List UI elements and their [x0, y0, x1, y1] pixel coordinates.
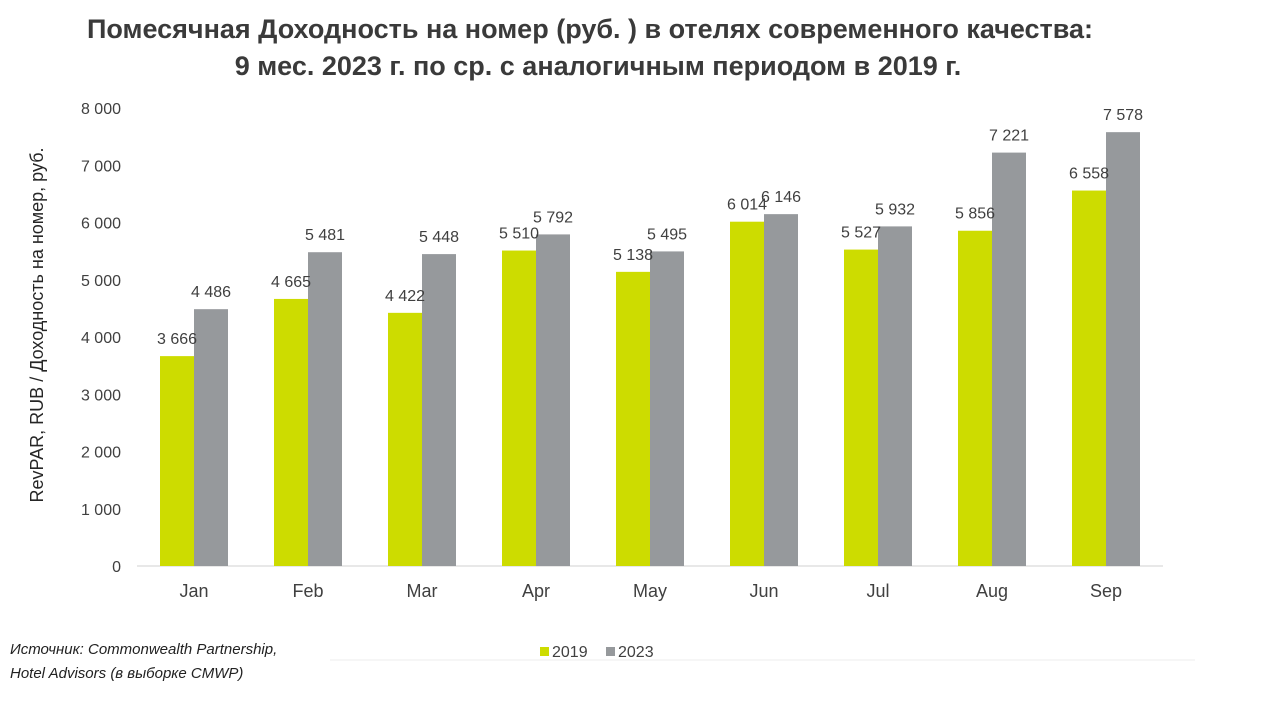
bar-2019-may — [616, 271, 650, 566]
value-label-2019-feb: 4 665 — [271, 274, 311, 291]
value-label-2019-mar: 4 422 — [385, 288, 425, 305]
chart-title-line-1: Помесячная Доходность на номер (руб. ) в… — [86, 14, 1094, 44]
x-axis-ticks: Jan Feb Mar Apr May Jun Jul Aug Sep — [179, 581, 1122, 601]
y-tick-label: 3 000 — [81, 387, 121, 404]
value-label-2023-jul: 5 932 — [875, 201, 915, 218]
value-label-2023-jun: 6 146 — [761, 189, 801, 206]
y-tick-label: 4 000 — [81, 330, 121, 347]
x-tick-label-sep: Sep — [1090, 581, 1122, 601]
bar-2019-sep — [1072, 190, 1106, 566]
legend: 2019 2023 — [540, 644, 654, 661]
value-label-2023-sep: 7 578 — [1103, 107, 1143, 124]
bar-2023-apr — [536, 234, 570, 566]
legend-label-2023: 2023 — [618, 644, 654, 661]
bar-2023-jul — [878, 226, 912, 566]
source-note-line-1: Источник: Commonwealth Partnership, — [10, 641, 278, 658]
value-label-2023-mar: 5 448 — [419, 229, 459, 246]
bar-2019-mar — [388, 312, 422, 566]
bar-2019-jan — [160, 356, 194, 566]
bar-2019-aug — [958, 230, 992, 566]
bars-group — [160, 132, 1140, 567]
bar-2023-jan — [194, 309, 228, 566]
value-label-2019-jun: 6 014 — [727, 197, 767, 214]
y-tick-label: 1 000 — [81, 502, 121, 519]
value-label-2019-aug: 5 856 — [955, 206, 995, 223]
value-label-2019-apr: 5 510 — [499, 226, 539, 243]
value-label-2023-apr: 5 792 — [533, 209, 573, 226]
bar-2023-may — [650, 251, 684, 566]
x-tick-label-may: May — [633, 581, 667, 601]
value-label-2023-jan: 4 486 — [191, 284, 231, 301]
legend-label-2019: 2019 — [552, 644, 588, 661]
x-tick-label-apr: Apr — [522, 581, 550, 601]
y-axis-title: RevPAR, RUB / Доходность на номер, руб. — [27, 147, 47, 502]
x-tick-label-mar: Mar — [407, 581, 438, 601]
y-tick-label: 7 000 — [81, 158, 121, 175]
value-label-2019-sep: 6 558 — [1069, 166, 1109, 183]
value-label-2019-jan: 3 666 — [157, 331, 197, 348]
y-tick-label: 0 — [112, 559, 121, 576]
source-note-line-2: Hotel Advisors (в выборке CMWP) — [10, 665, 244, 682]
legend-swatch-2019 — [540, 647, 549, 656]
x-tick-label-feb: Feb — [292, 581, 323, 601]
bar-2023-jun — [764, 214, 798, 567]
bar-2019-jun — [730, 221, 764, 567]
bar-2023-sep — [1106, 132, 1140, 567]
value-label-2019-may: 5 138 — [613, 247, 653, 264]
y-tick-label: 8 000 — [81, 101, 121, 118]
bar-2019-jul — [844, 249, 878, 566]
y-axis-ticks: 0 1 000 2 000 3 000 4 000 5 000 6 000 7 000 8 00… — [81, 101, 121, 576]
bar-2023-aug — [992, 152, 1026, 566]
x-tick-label-jul: Jul — [866, 581, 889, 601]
x-tick-label-jan: Jan — [179, 581, 208, 601]
y-tick-label: 2 000 — [81, 445, 121, 462]
legend-swatch-2023 — [606, 647, 615, 656]
y-tick-label: 6 000 — [81, 216, 121, 233]
bar-2019-feb — [274, 298, 308, 566]
value-label-2023-aug: 7 221 — [989, 128, 1029, 145]
x-tick-label-jun: Jun — [749, 581, 778, 601]
bar-2023-feb — [308, 252, 342, 566]
bar-2019-apr — [502, 250, 536, 567]
x-tick-label-aug: Aug — [976, 581, 1008, 601]
bar-2023-mar — [422, 254, 456, 567]
y-tick-label: 5 000 — [81, 273, 121, 290]
value-label-2019-jul: 5 527 — [841, 225, 881, 242]
value-label-2023-feb: 5 481 — [305, 227, 345, 244]
value-label-2023-may: 5 495 — [647, 226, 687, 243]
chart-title-line-2: 9 мес. 2023 г. по ср. с аналогичным пери… — [234, 51, 962, 81]
